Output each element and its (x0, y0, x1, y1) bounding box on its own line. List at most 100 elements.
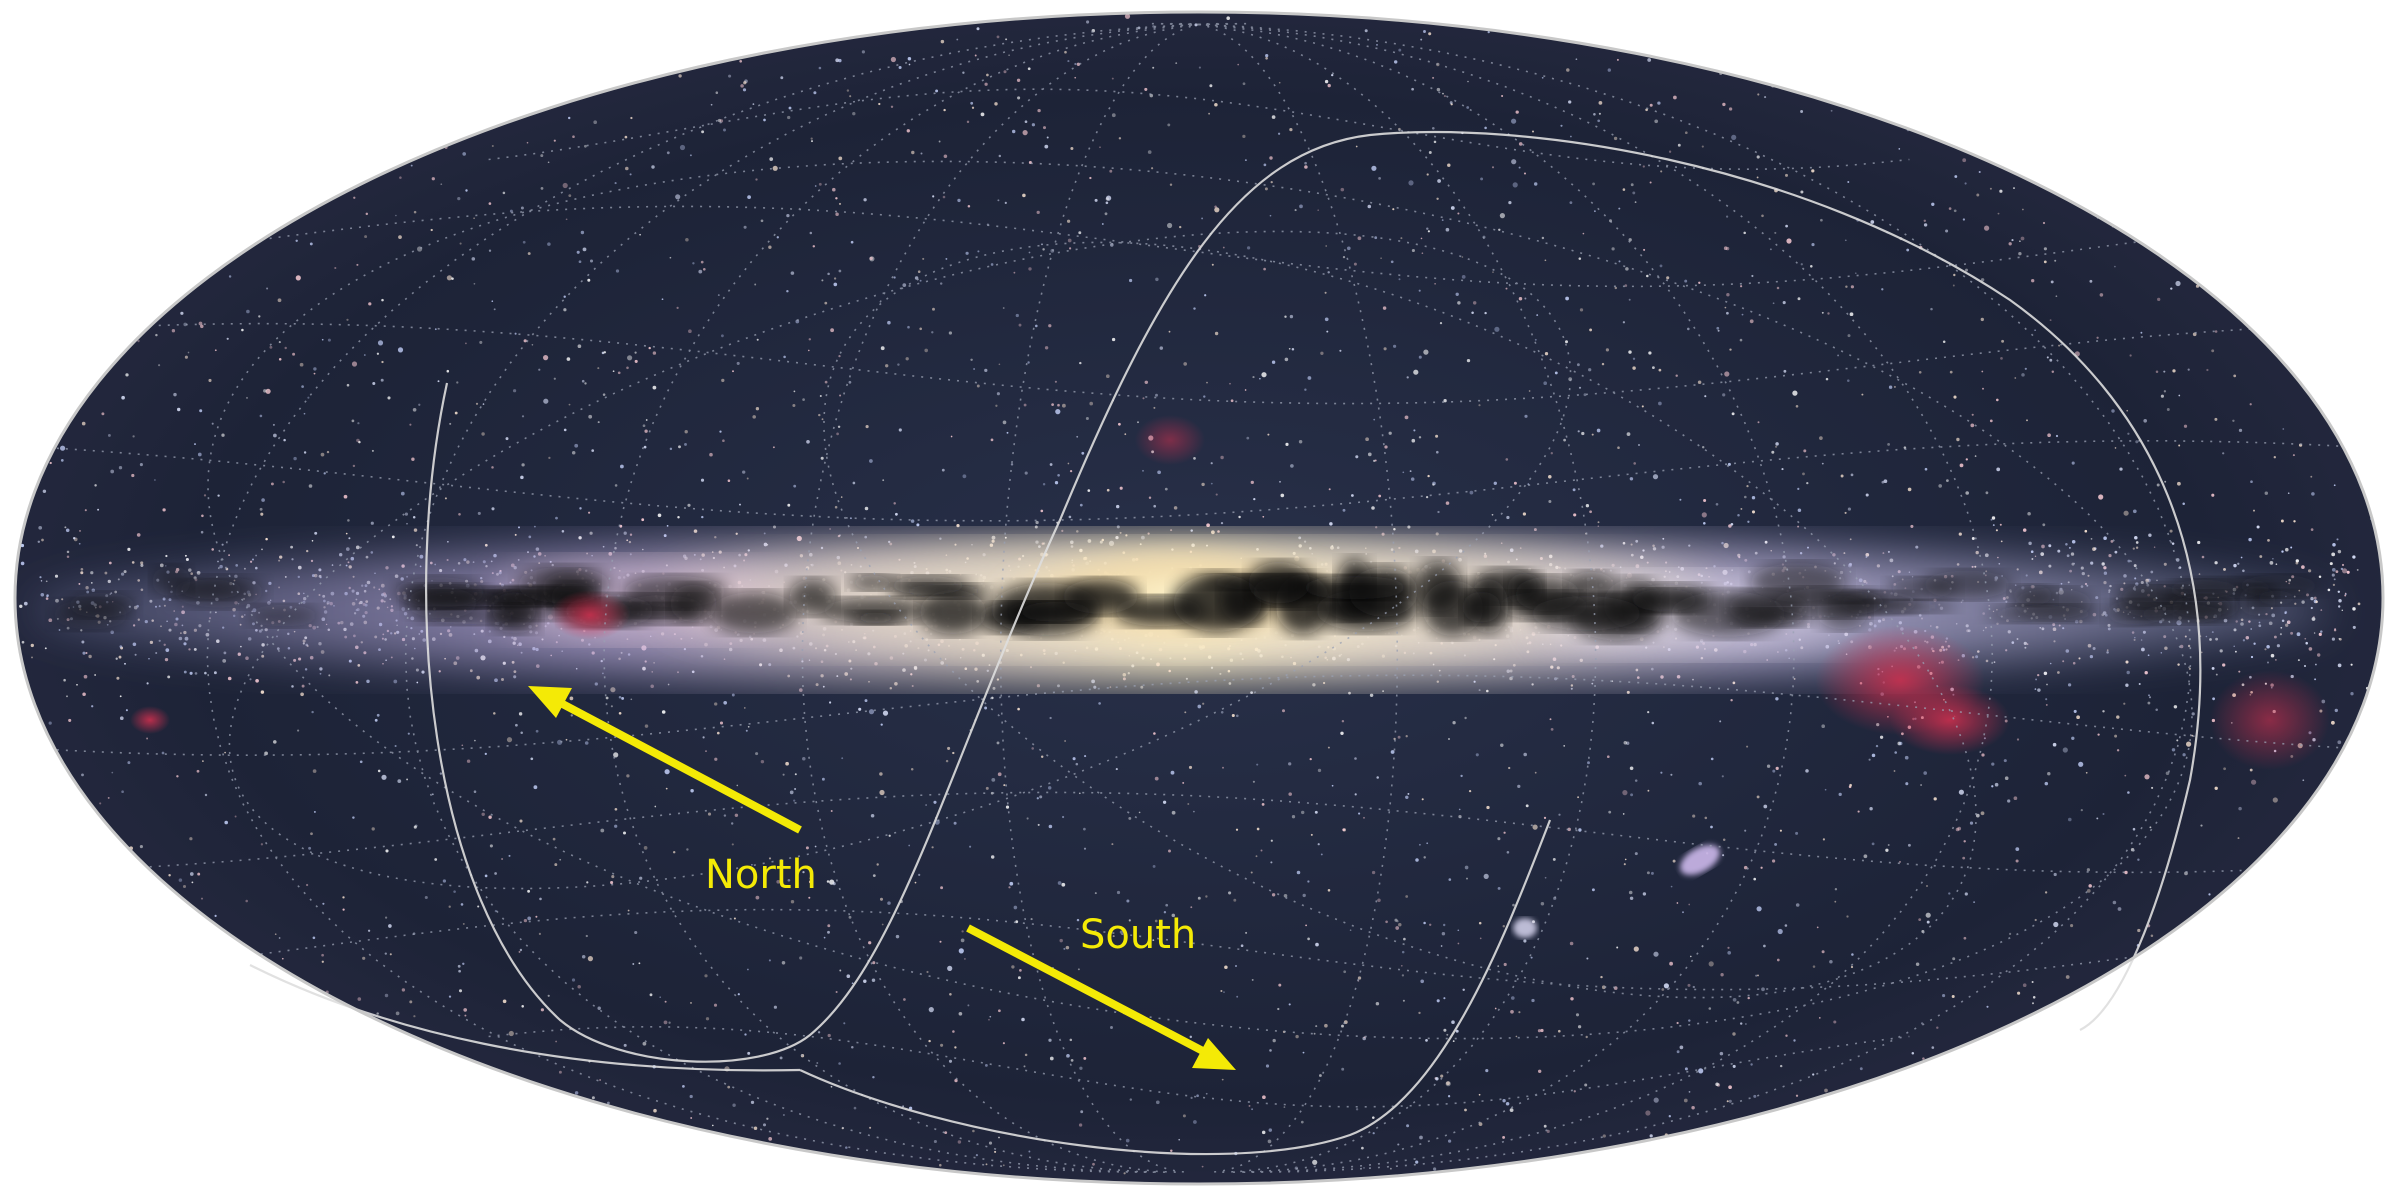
star (1163, 911, 1167, 914)
star (1723, 246, 1728, 251)
star (1436, 999, 1440, 1003)
star (1744, 495, 1747, 499)
star (743, 81, 747, 85)
star (1423, 921, 1426, 925)
star (1326, 330, 1329, 333)
star (814, 185, 817, 187)
star (2097, 733, 2100, 736)
star (953, 821, 957, 825)
star (509, 209, 513, 213)
star (924, 348, 928, 353)
star (1413, 429, 1416, 432)
star (602, 672, 604, 675)
star (481, 812, 485, 817)
star (773, 1005, 777, 1009)
star (163, 643, 166, 646)
star (1354, 757, 1357, 760)
star (731, 693, 735, 697)
star (689, 154, 692, 157)
star (879, 772, 883, 776)
star (1434, 282, 1436, 285)
star (2098, 494, 2104, 500)
star (824, 380, 828, 384)
star (1499, 213, 1505, 219)
star (1822, 838, 1826, 841)
star (1898, 860, 1902, 863)
star (132, 435, 135, 438)
star (1645, 1110, 1651, 1116)
star (2306, 593, 2309, 597)
star (879, 897, 884, 901)
star (1833, 1020, 1837, 1024)
star (1513, 481, 1517, 485)
star (201, 514, 204, 518)
star (1111, 77, 1114, 80)
star (744, 1033, 747, 1036)
star (2151, 786, 2154, 789)
grid-parallel (251, 908, 2147, 991)
star (81, 421, 86, 426)
star (1443, 997, 1446, 1000)
star (2248, 537, 2252, 542)
star (663, 1020, 668, 1025)
star (669, 256, 672, 259)
star (1786, 238, 1792, 244)
star (737, 993, 740, 996)
star (1955, 827, 1960, 832)
star (1151, 167, 1154, 170)
star (2297, 659, 2300, 662)
star (245, 656, 249, 660)
star (1270, 839, 1273, 842)
star (768, 959, 771, 962)
star (1246, 436, 1250, 440)
star (1070, 146, 1074, 151)
star (2245, 635, 2250, 640)
star (41, 538, 44, 542)
star (501, 678, 504, 681)
star (1726, 215, 1729, 218)
star (1663, 983, 1669, 989)
star (1859, 1067, 1863, 1071)
star (587, 956, 594, 962)
dust-cloud (1670, 591, 1786, 637)
star (513, 670, 517, 674)
star (2303, 664, 2307, 668)
star (118, 655, 122, 659)
star (371, 449, 374, 452)
star (1780, 1064, 1783, 1068)
star (1743, 231, 1746, 235)
star (300, 692, 304, 697)
star (788, 106, 792, 110)
star (312, 936, 316, 940)
star (945, 759, 949, 763)
star (864, 699, 868, 703)
star (140, 561, 144, 565)
star (1140, 685, 1144, 689)
star (1494, 1007, 1497, 1010)
grid-parallel (38, 439, 2360, 522)
star (614, 807, 618, 811)
star (1123, 1172, 1126, 1175)
star (451, 277, 454, 280)
star (385, 916, 388, 919)
star (124, 662, 126, 665)
star (1846, 915, 1849, 918)
star (1428, 151, 1432, 154)
star (308, 846, 312, 850)
star (2295, 561, 2299, 565)
star (894, 682, 898, 686)
star (972, 1129, 975, 1133)
star (2052, 742, 2057, 747)
star (1036, 684, 1040, 688)
star (1622, 188, 1626, 191)
star (1106, 488, 1110, 492)
star (1329, 522, 1333, 526)
star (2125, 660, 2129, 664)
star (527, 889, 531, 893)
star (1727, 462, 1731, 466)
star (1594, 210, 1596, 213)
star (82, 692, 86, 696)
star (835, 197, 838, 200)
star (1646, 871, 1650, 875)
star (1550, 452, 1553, 455)
